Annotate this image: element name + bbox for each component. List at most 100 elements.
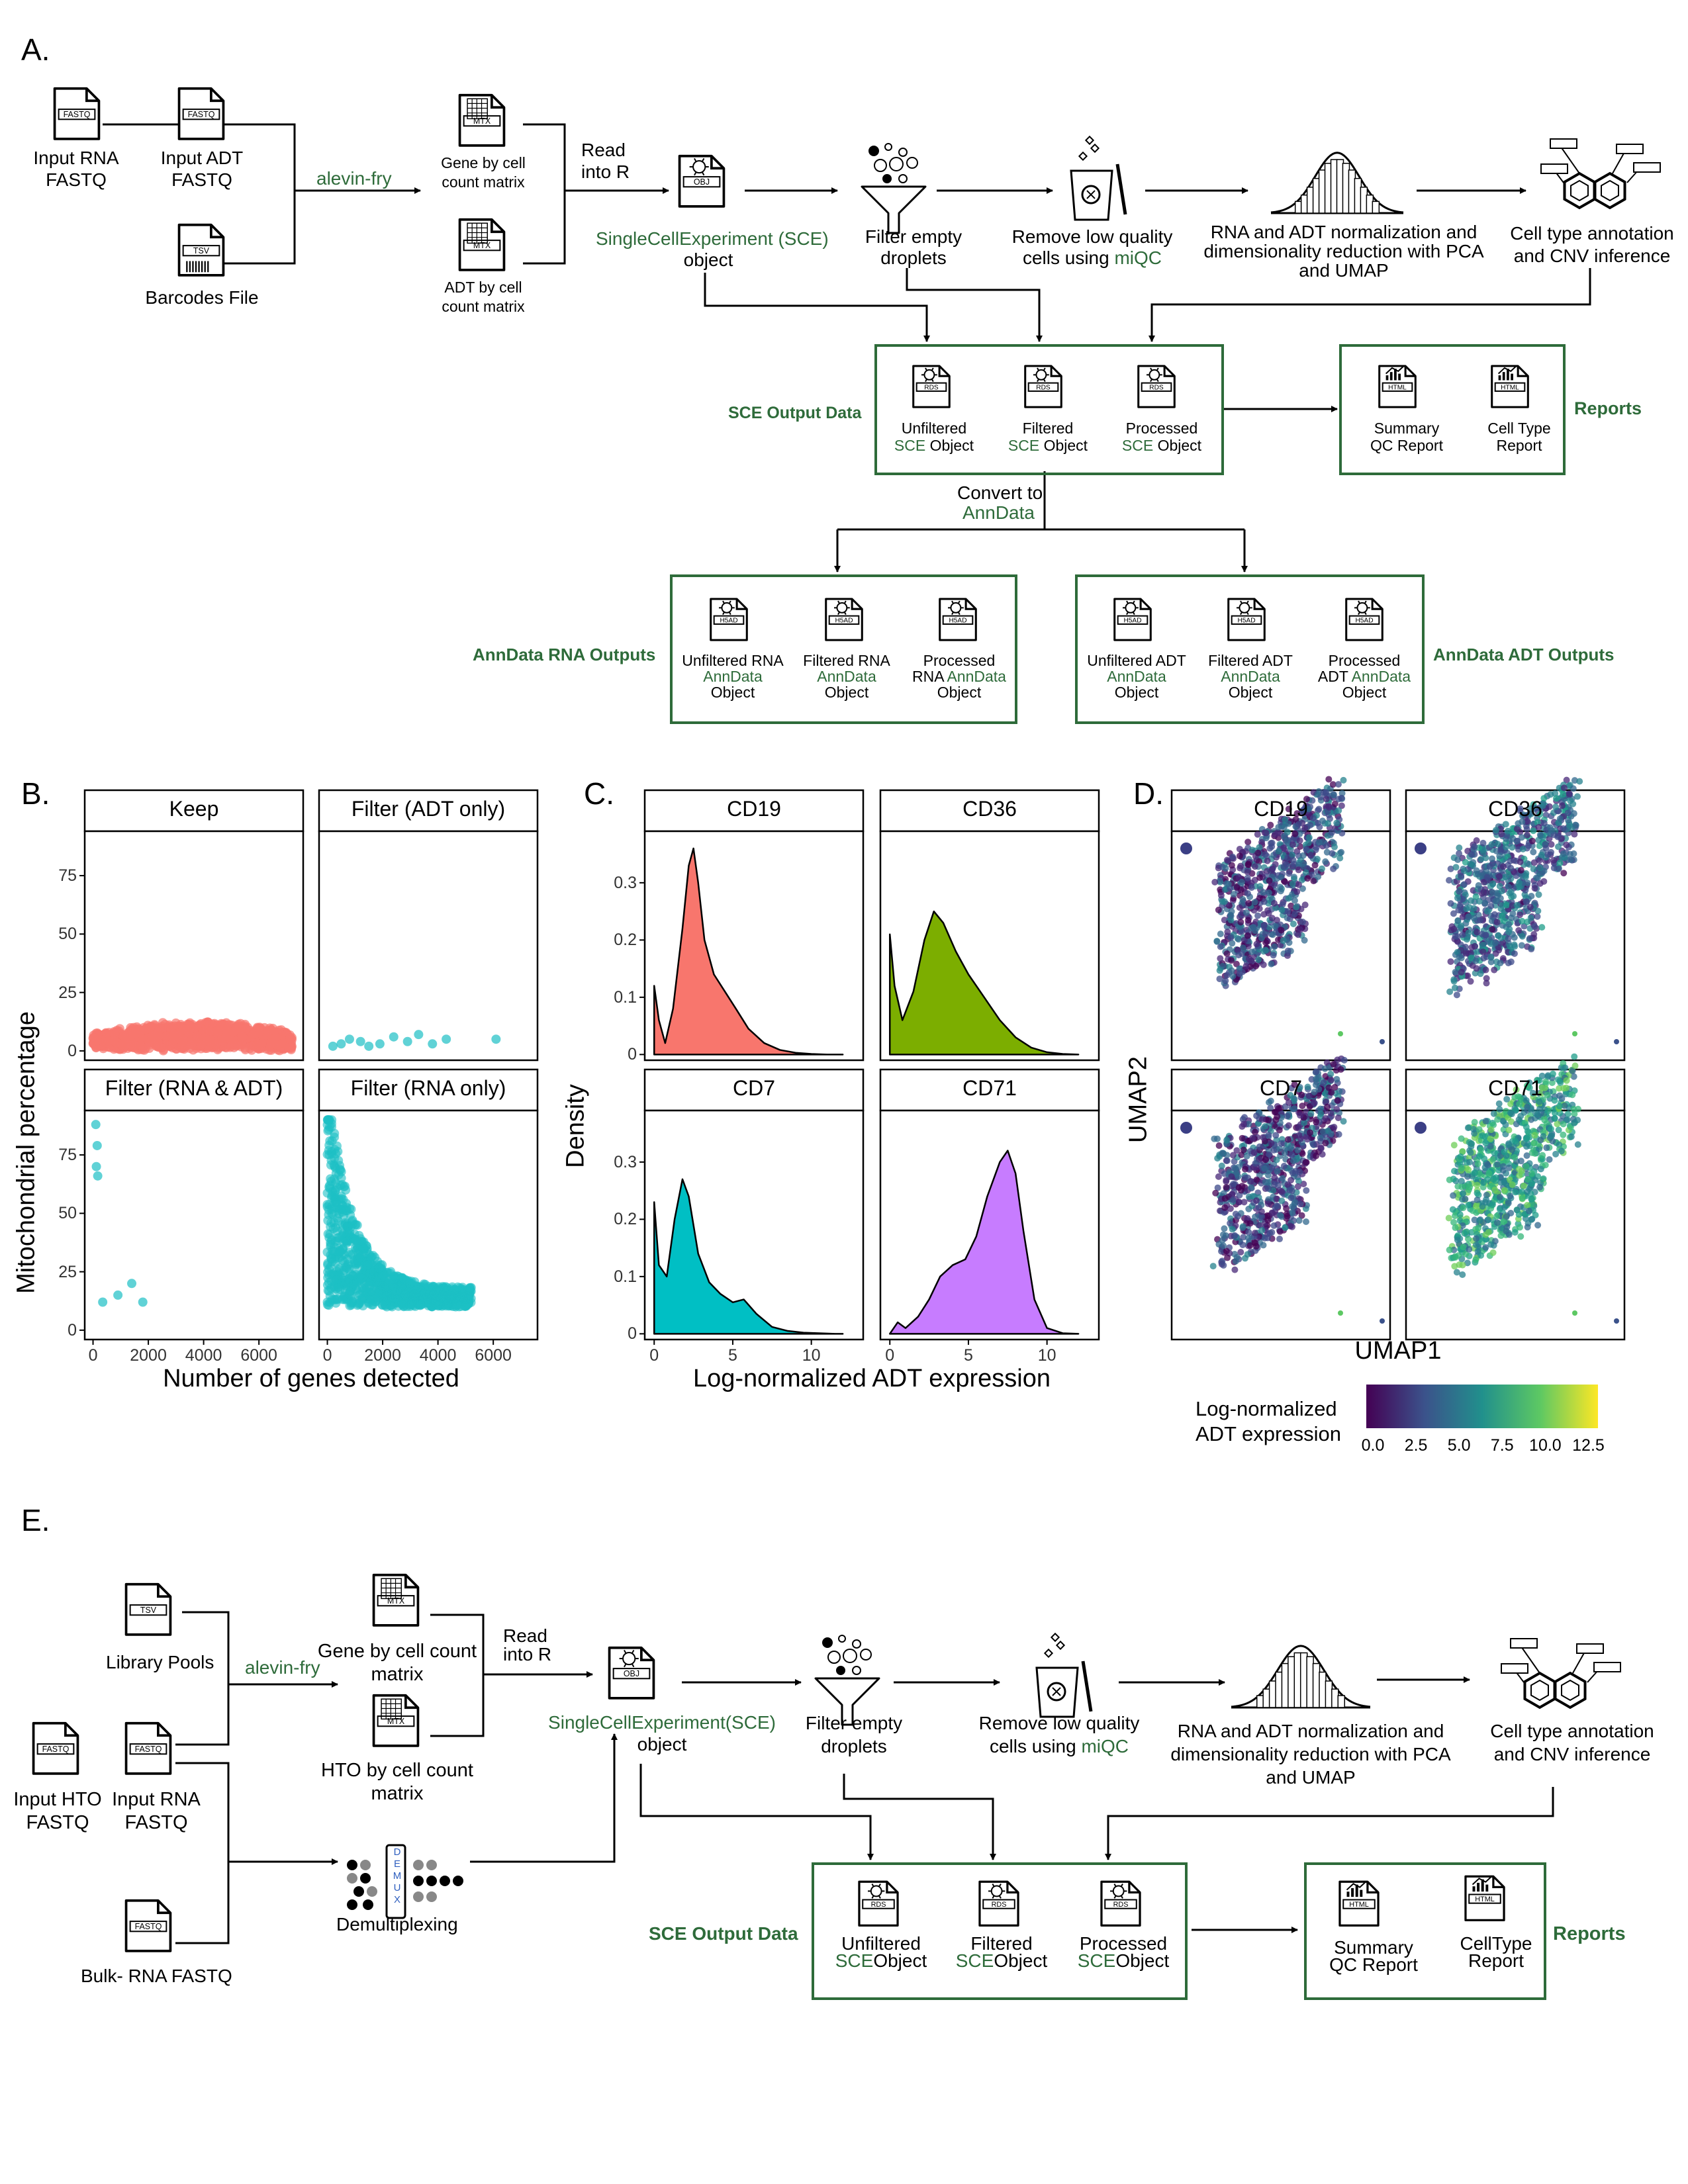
- umap-point: [1237, 886, 1244, 893]
- umap-point: [1327, 1130, 1335, 1137]
- umap-point: [1495, 873, 1503, 880]
- umap-point: [1268, 1140, 1275, 1147]
- umap-point: [1267, 821, 1274, 829]
- umap-point: [1224, 1254, 1231, 1261]
- scatter-facet-strip: [83, 789, 305, 833]
- umap-point: [1301, 825, 1309, 832]
- keep-point: [162, 1032, 171, 1042]
- umap-point: [1284, 908, 1291, 915]
- umap-point: [1264, 1216, 1272, 1224]
- keep-point: [287, 1032, 297, 1042]
- umap-point: [1446, 988, 1454, 995]
- umap-point: [1251, 1230, 1258, 1237]
- rna-only-point: [325, 1183, 335, 1193]
- filter-point: [414, 1030, 424, 1040]
- umap-point: [1278, 927, 1285, 934]
- umap-point: [1219, 898, 1226, 905]
- umap-point: [1505, 921, 1513, 928]
- umap-point: [1228, 908, 1235, 915]
- umap-point: [1303, 845, 1310, 852]
- umap-point: [1493, 827, 1500, 834]
- umap-point: [1548, 848, 1555, 856]
- umap-point: [1216, 976, 1223, 983]
- umap-point: [1288, 1177, 1295, 1184]
- umap-point: [1239, 878, 1246, 886]
- umap-point: [1464, 972, 1472, 979]
- umap-point: [1331, 800, 1338, 807]
- keep-point: [184, 1028, 194, 1038]
- umap-outlier: [1338, 1310, 1343, 1316]
- umap-point: [1235, 1184, 1243, 1191]
- umap-point: [1268, 1164, 1276, 1171]
- keep-point: [110, 1027, 120, 1037]
- umap-point: [1229, 1191, 1236, 1198]
- umap-point: [1266, 877, 1273, 884]
- keep-point: [193, 1032, 203, 1042]
- umap-point: [1246, 1220, 1254, 1227]
- rna-only-point: [340, 1257, 350, 1267]
- umap-point: [1239, 1134, 1246, 1142]
- umap-point: [1550, 856, 1558, 864]
- umap-point: [1491, 939, 1499, 946]
- umap-point: [1218, 1162, 1225, 1169]
- keep-point: [211, 1039, 221, 1049]
- umap-point: [1458, 872, 1465, 880]
- umap-point: [1458, 922, 1465, 929]
- rna-only-point: [346, 1269, 356, 1279]
- umap-point: [1229, 1226, 1236, 1233]
- umap-point: [1483, 874, 1491, 881]
- umap-point: [1229, 1196, 1237, 1203]
- umap-point: [1236, 970, 1243, 978]
- umap-point: [1244, 932, 1251, 939]
- umap-outlier: [1614, 1039, 1619, 1044]
- umap-outlier: [1380, 1039, 1385, 1044]
- umap-point: [1285, 1122, 1292, 1129]
- rna-only-point: [401, 1275, 411, 1285]
- umap-point: [1330, 1061, 1337, 1068]
- keep-point: [101, 1028, 111, 1038]
- umap-point: [1556, 860, 1564, 867]
- umap-point: [1488, 841, 1495, 848]
- umap-point: [1289, 841, 1296, 848]
- umap-point: [1256, 883, 1264, 890]
- umap-point: [1289, 880, 1296, 887]
- umap-point: [1221, 1225, 1228, 1232]
- umap-point: [1340, 1056, 1348, 1064]
- umap-point: [1552, 795, 1560, 802]
- umap-point: [1235, 952, 1243, 959]
- umap-point: [1536, 831, 1544, 839]
- rna-only-point: [351, 1236, 361, 1246]
- umap-point: [1477, 917, 1484, 924]
- rna-only-point: [347, 1296, 357, 1306]
- umap-point: [1262, 931, 1269, 938]
- umap-point: [1535, 891, 1542, 898]
- umap-point: [1280, 844, 1288, 852]
- umap-point: [1217, 943, 1224, 950]
- umap-point: [1236, 965, 1243, 972]
- umap-point: [1447, 865, 1454, 872]
- rna-only-point: [322, 1247, 332, 1257]
- filter-point: [375, 1039, 385, 1049]
- filtered-arrow: [906, 268, 1043, 342]
- filter-point: [336, 1039, 346, 1049]
- umap-point: [1338, 848, 1345, 856]
- umap-point: [1289, 1169, 1296, 1177]
- umap-point: [1567, 856, 1574, 863]
- rna-only-point: [324, 1200, 334, 1210]
- umap-point: [1538, 851, 1545, 858]
- umap-point: [1254, 831, 1261, 838]
- umap-point: [1530, 827, 1537, 835]
- umap-point: [1519, 917, 1526, 925]
- umap-point: [1233, 1147, 1241, 1154]
- umap-point: [1276, 1236, 1284, 1243]
- umap-point: [1315, 805, 1323, 813]
- umap-point: [1471, 843, 1478, 850]
- umap-point: [1291, 897, 1298, 904]
- umap-point: [1572, 821, 1579, 829]
- rna-only-point: [324, 1233, 334, 1243]
- umap-point: [1487, 903, 1495, 910]
- umap-point: [1509, 844, 1516, 851]
- umap-point: [1252, 1243, 1260, 1250]
- umap-outlier: [1338, 1031, 1343, 1036]
